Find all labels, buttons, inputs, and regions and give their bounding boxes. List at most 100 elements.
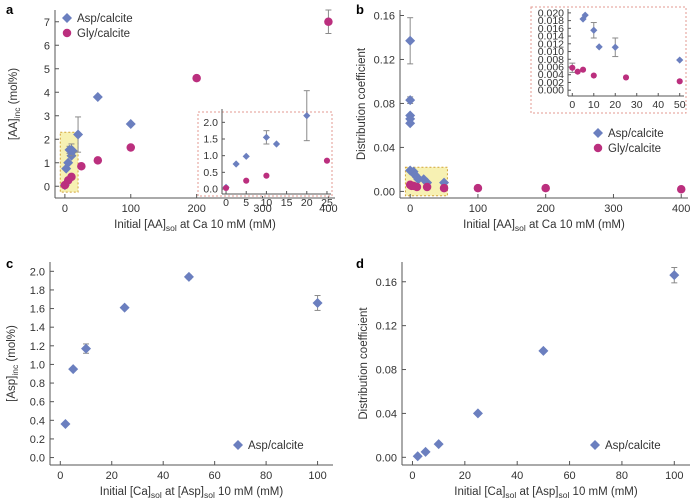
inset-y-tick-label: 0.000 bbox=[538, 85, 564, 97]
main-series-asp bbox=[405, 17, 450, 188]
main-series-gly bbox=[405, 180, 686, 194]
main-point bbox=[412, 182, 422, 192]
x-tick-label: 400 bbox=[319, 203, 337, 215]
inset-y-tick-label: 0.018 bbox=[538, 15, 564, 27]
main-series-asp bbox=[412, 266, 680, 462]
y-tick-label: 7 bbox=[44, 17, 50, 29]
y-tick-label: 1.8 bbox=[30, 285, 45, 297]
legend-label: Asp/calcite bbox=[248, 440, 304, 452]
inset-x-tick-label: 25 bbox=[321, 197, 333, 209]
y-tick-label: 0.0 bbox=[30, 453, 45, 465]
main-series-gly bbox=[60, 9, 333, 190]
legend: Asp/calcite bbox=[233, 440, 304, 452]
legend-marker bbox=[62, 13, 72, 23]
inset-point bbox=[323, 157, 331, 164]
inset-y-tick-label: 0.5 bbox=[203, 167, 218, 179]
x-axis-label-part: Initial [Ca] bbox=[454, 486, 505, 498]
x-axis-label-part: 10 mM (mM) bbox=[215, 486, 284, 498]
main-point bbox=[63, 157, 74, 168]
x-tick-label: 80 bbox=[616, 470, 628, 482]
x-tick-label: 200 bbox=[187, 203, 205, 215]
x-tick-label: 200 bbox=[537, 203, 555, 215]
main-point bbox=[67, 172, 76, 182]
x-tick-label: 20 bbox=[106, 470, 118, 482]
x-axis-label-subscript: sol bbox=[204, 490, 215, 500]
inset-x-tick-label: 0 bbox=[569, 99, 575, 111]
main-point bbox=[93, 156, 103, 165]
inset-y-tick-label: 1.0 bbox=[203, 150, 218, 162]
x-tick-label: 60 bbox=[209, 470, 221, 482]
y-tick-label: 5 bbox=[44, 64, 50, 76]
main-point bbox=[541, 183, 550, 193]
x-axis-label-part: 10 mM (mM) bbox=[569, 486, 638, 498]
legend-marker bbox=[590, 440, 600, 450]
y-tick-label: 0.00 bbox=[376, 452, 397, 464]
main-point bbox=[77, 162, 86, 171]
x-tick-label: 300 bbox=[253, 203, 271, 215]
main-point bbox=[73, 129, 84, 140]
inset-series-gly bbox=[222, 157, 331, 192]
legend-marker bbox=[233, 440, 243, 450]
x-axis-label-part: at [Asp] bbox=[162, 486, 204, 498]
panel-label: b bbox=[356, 2, 364, 17]
inset-y-tick-label: 1.5 bbox=[203, 134, 218, 146]
legend-marker bbox=[62, 28, 72, 38]
main-point bbox=[68, 364, 79, 375]
x-tick-label: 40 bbox=[511, 470, 523, 482]
y-tick-label: 4 bbox=[44, 87, 50, 99]
inset-point bbox=[303, 112, 311, 120]
inset-point bbox=[222, 184, 230, 192]
x-axis-label: Initial [Ca]sol at [Asp]sol 10 mM (mM) bbox=[100, 486, 284, 500]
y-tick-label: 0 bbox=[44, 181, 50, 193]
y-tick-label: 1.4 bbox=[30, 322, 45, 334]
main-point bbox=[405, 95, 416, 106]
main-point bbox=[669, 270, 680, 281]
main-point bbox=[324, 17, 333, 26]
inset-point bbox=[595, 43, 603, 51]
inset-y-tick-label: 0.0 bbox=[203, 184, 218, 196]
main-point bbox=[422, 182, 432, 192]
x-axis-label-part: at Ca 10 mM (mM) bbox=[526, 219, 625, 231]
inset-x-tick-label: 30 bbox=[631, 99, 643, 111]
panel-b: 0 100 200 300 4000.000.040.080.120.16Initial… bbox=[356, 2, 690, 233]
main-point bbox=[676, 184, 686, 194]
inset-frame bbox=[197, 111, 333, 197]
y-tick-label: 0.6 bbox=[30, 397, 45, 409]
main-point bbox=[412, 451, 423, 462]
x-tick-label: 60 bbox=[563, 470, 575, 482]
y-tick-label: 0.04 bbox=[374, 142, 395, 154]
inset-point bbox=[232, 160, 240, 168]
inset-y-tick-label: 0.010 bbox=[538, 46, 564, 58]
x-axis-label-part: Initial [AA] bbox=[463, 219, 515, 231]
main-point bbox=[92, 91, 103, 102]
y-tick-label: 1.6 bbox=[30, 304, 45, 316]
legend-label: Gly/calcite bbox=[608, 143, 661, 155]
y-tick-label: 0.08 bbox=[374, 98, 395, 110]
y-tick-label: 0.16 bbox=[374, 10, 395, 22]
y-tick-label: 2.0 bbox=[30, 266, 45, 278]
inset-y-tick-label: 0.016 bbox=[538, 23, 564, 35]
y-axis-label-subscript: inc bbox=[10, 364, 20, 376]
y-tick-label: 0.8 bbox=[30, 378, 45, 390]
y-axis-label-part: Distribution coefficient bbox=[356, 47, 368, 160]
legend-label: Asp/calcite bbox=[605, 440, 661, 452]
main-point bbox=[183, 271, 194, 282]
x-tick-label: 400 bbox=[672, 203, 690, 215]
main-point bbox=[420, 446, 431, 457]
inset-point bbox=[611, 43, 619, 51]
panel-label: a bbox=[6, 2, 14, 17]
inset-x-tick-label: 20 bbox=[609, 99, 621, 111]
legend: Asp/calcite Gly/calcite bbox=[62, 13, 133, 40]
inset-x-tick-label: 20 bbox=[301, 197, 313, 209]
x-axis-label-subscript: sol bbox=[166, 223, 177, 233]
y-axis-label-part: Distribution coefficient bbox=[358, 307, 370, 420]
inset: 0 10 20 30 40 500.0000.0020.0040.0060.0080.01… bbox=[530, 6, 687, 114]
legend-label: Asp/calcite bbox=[77, 13, 133, 25]
inset-point bbox=[590, 26, 598, 34]
y-tick-label: 0.12 bbox=[374, 54, 395, 66]
main-point bbox=[192, 73, 201, 83]
x-tick-label: 100 bbox=[665, 470, 683, 482]
main-point bbox=[405, 118, 416, 129]
